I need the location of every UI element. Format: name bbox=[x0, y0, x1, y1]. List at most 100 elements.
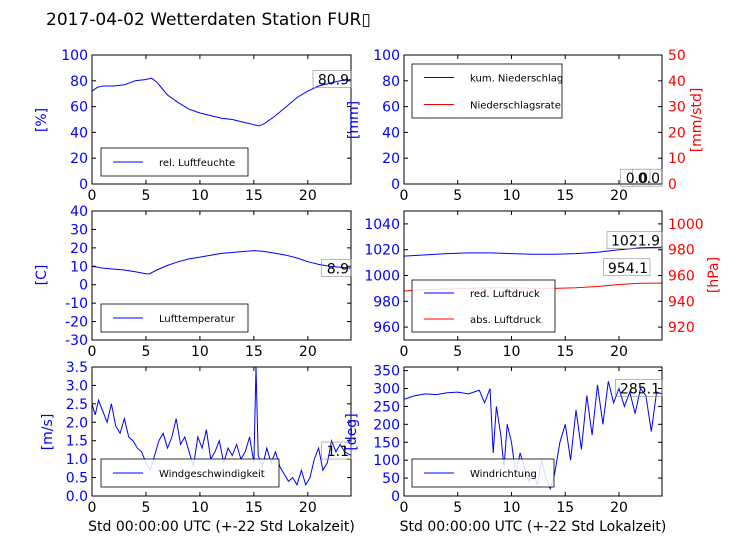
end-value-box bbox=[312, 70, 352, 88]
end-value-label: 1.1 bbox=[327, 444, 349, 460]
y-right-tick-label: 0 bbox=[668, 177, 677, 193]
y-tick-label: 250 bbox=[373, 399, 400, 415]
x-tick-label: 10 bbox=[503, 500, 521, 516]
legend-entry-label: rel. Luftfeuchte bbox=[159, 158, 235, 169]
x-tick-label: 15 bbox=[245, 500, 263, 516]
y-tick-label: 350 bbox=[373, 364, 400, 380]
x-tick-label: 0 bbox=[400, 188, 409, 204]
legend: rel. Luftfeuchte bbox=[100, 147, 249, 177]
y-tick-label: 20 bbox=[70, 241, 88, 257]
y-tick-label: 100 bbox=[373, 453, 400, 469]
x-tick-label: 15 bbox=[556, 188, 574, 204]
x-tick-label: 15 bbox=[556, 500, 574, 516]
x-tick-label: 5 bbox=[141, 344, 150, 360]
subplot-wind-speed: 0 5 10 15 20 0.0 0.5 1.0 1.5 2.0 2.5 3.0 3.5 [m/s] Std… bbox=[40, 360, 355, 535]
y-right-tick-label: 940 bbox=[668, 294, 695, 310]
y-axis-label: [%] bbox=[34, 108, 50, 132]
y-tick-label: 0.0 bbox=[66, 489, 88, 505]
y-axis-label: [C] bbox=[34, 265, 50, 286]
legend-entry-label: Lufttemperatur bbox=[159, 314, 236, 325]
x-tick-label: 5 bbox=[453, 344, 462, 360]
y-tick-label: 50 bbox=[382, 471, 400, 487]
y-right-axis-label: [hPa] bbox=[706, 257, 722, 293]
y-tick-label: 0 bbox=[391, 489, 400, 505]
y-tick-label: 0 bbox=[79, 278, 88, 294]
x-tick-label: 20 bbox=[299, 500, 317, 516]
x-tick-label: 0 bbox=[88, 500, 97, 516]
y-right-tick-label: 920 bbox=[668, 320, 695, 336]
y-tick-label: 0 bbox=[79, 177, 88, 193]
y-tick-label: 3.5 bbox=[66, 360, 88, 376]
x-tick-label: 20 bbox=[610, 188, 628, 204]
y-right-axis-label: [mm/std] bbox=[689, 88, 705, 153]
series-line-windgeschwindigkeit bbox=[92, 367, 351, 487]
end-value-label: 1021.9 bbox=[611, 234, 660, 250]
legend: kum. Niederschlag Niederschlagsrate bbox=[411, 63, 563, 119]
x-tick-label: 20 bbox=[299, 344, 317, 360]
legend: Windgeschwindigkeit bbox=[100, 458, 280, 488]
y-axis-label: [mm] bbox=[346, 101, 362, 139]
x-tick-label: 20 bbox=[610, 500, 628, 516]
y-tick-label: 100 bbox=[61, 48, 88, 64]
y-tick-label: -20 bbox=[65, 315, 88, 331]
subplot-pressure: 0 5 10 15 20 960 980 1000 1020 1040 920 940 960 980 10… bbox=[364, 210, 722, 360]
legend-entry-label: red. Luftdruck bbox=[470, 289, 540, 300]
series-line-lufttemperatur bbox=[92, 250, 351, 275]
x-tick-label: 10 bbox=[191, 344, 209, 360]
legend: Windrichtung bbox=[411, 458, 555, 488]
x-axis-label: Std 00:00:00 UTC (+-22 Std Lokalzeit) bbox=[400, 519, 667, 535]
y-axis-label: [deg] bbox=[344, 413, 360, 450]
axes-frame bbox=[403, 54, 663, 185]
y-right-tick-label: 30 bbox=[668, 100, 686, 116]
y-tick-label: 200 bbox=[373, 417, 400, 433]
end-value-box bbox=[615, 379, 663, 397]
end-value-label: 0.0 bbox=[626, 171, 648, 187]
y-tick-label: -30 bbox=[65, 333, 88, 349]
legend-box bbox=[411, 63, 563, 119]
x-tick-label: 0 bbox=[88, 344, 97, 360]
y-tick-label: 20 bbox=[382, 151, 400, 167]
end-value-label: 8.9 bbox=[327, 261, 349, 277]
legend-entry-label: Windgeschwindigkeit bbox=[159, 469, 265, 480]
axes-frame bbox=[403, 366, 663, 497]
x-tick-label: 15 bbox=[245, 188, 263, 204]
y-right-tick-label: 980 bbox=[668, 243, 695, 259]
y-axis-label: [m/s] bbox=[40, 414, 56, 451]
legend-entry-label: Windrichtung bbox=[470, 469, 537, 480]
y-tick-label: 150 bbox=[373, 435, 400, 451]
axes-frame bbox=[91, 54, 352, 185]
subplot-temperature: 0 5 10 15 20 -30 -20 -10 0 10 20 30 40 [C] Lufttempera… bbox=[34, 204, 352, 360]
x-tick-label: 5 bbox=[453, 500, 462, 516]
y-right-tick-label: 20 bbox=[668, 125, 686, 141]
y-tick-label: -10 bbox=[65, 296, 88, 312]
y-right-tick-label: 1000 bbox=[668, 217, 704, 233]
legend-entry-label: abs. Luftdruck bbox=[470, 315, 541, 326]
end-value-box bbox=[321, 441, 352, 460]
x-tick-label: 20 bbox=[299, 188, 317, 204]
y-tick-label: 40 bbox=[70, 125, 88, 141]
y-tick-label: 40 bbox=[70, 204, 88, 220]
y-tick-label: 2.5 bbox=[66, 397, 88, 413]
y-tick-label: 1.5 bbox=[66, 434, 88, 450]
x-tick-label: 20 bbox=[610, 344, 628, 360]
y-tick-label: 300 bbox=[373, 382, 400, 398]
legend: Lufttemperatur bbox=[100, 303, 249, 333]
y-tick-label: 1000 bbox=[364, 269, 400, 285]
y-right-tick-label: 40 bbox=[668, 74, 686, 90]
y-tick-label: 0 bbox=[391, 177, 400, 193]
x-tick-label: 10 bbox=[191, 188, 209, 204]
x-tick-label: 10 bbox=[503, 188, 521, 204]
y-tick-label: 40 bbox=[382, 125, 400, 141]
end-value-label: 285.1 bbox=[620, 382, 660, 398]
y-right-tick-label: 50 bbox=[668, 48, 686, 64]
x-tick-label: 15 bbox=[556, 344, 574, 360]
y-tick-label: 80 bbox=[382, 74, 400, 90]
y-tick-label: 960 bbox=[373, 320, 400, 336]
y-tick-label: 2.0 bbox=[66, 415, 88, 431]
figure-title: 2017-04-02 Wetterdaten Station FUR▯ bbox=[46, 10, 371, 30]
x-tick-label: 5 bbox=[141, 188, 150, 204]
x-tick-label: 10 bbox=[191, 500, 209, 516]
x-tick-label: 0 bbox=[400, 500, 409, 516]
legend-box bbox=[411, 279, 556, 333]
